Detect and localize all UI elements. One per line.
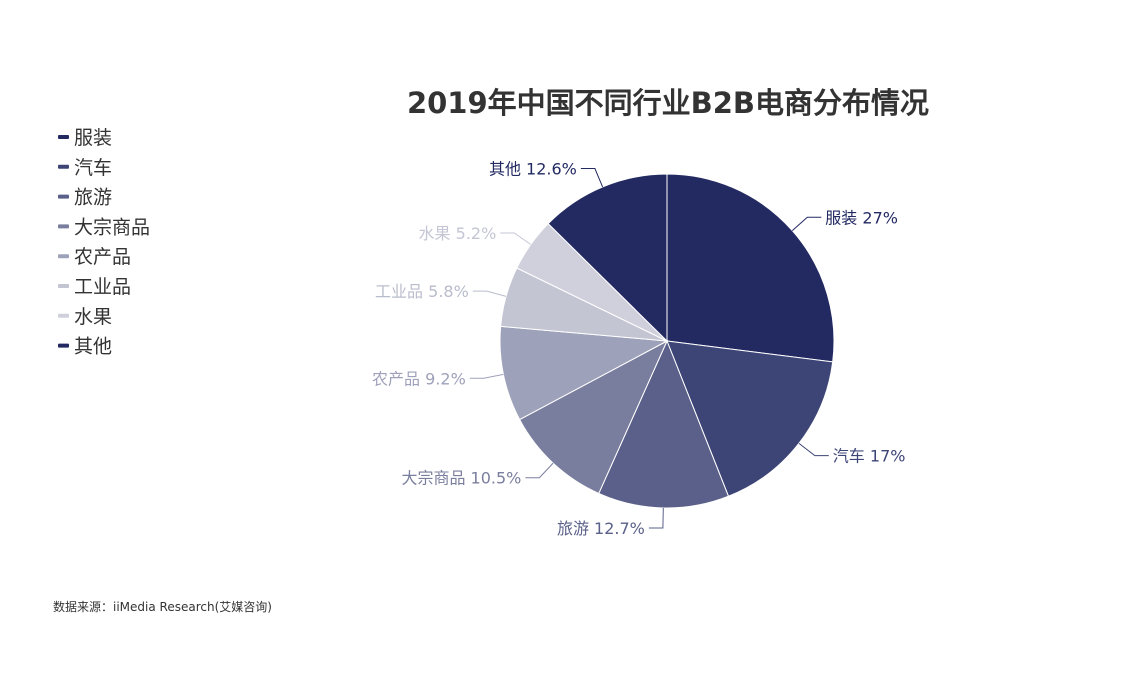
- leader-line: [525, 462, 554, 479]
- legend-item[interactable]: 农产品: [58, 246, 131, 268]
- pie-slices: [499, 173, 835, 509]
- legend-item[interactable]: 汽车: [58, 157, 112, 179]
- slice-label: 汽车 17%: [833, 447, 906, 466]
- legend-item[interactable]: 大宗商品: [58, 216, 150, 238]
- legend-item[interactable]: 服装: [58, 127, 112, 149]
- legend-swatch: [58, 254, 69, 259]
- legend-item[interactable]: 水果: [58, 306, 112, 328]
- legend-item[interactable]: 旅游: [58, 187, 112, 209]
- slice-label: 旅游 12.7%: [557, 519, 645, 538]
- slice-label: 其他 12.6%: [489, 160, 577, 179]
- slice-label: 水果 5.2%: [419, 224, 497, 243]
- legend-label: 服装: [74, 127, 112, 149]
- slice-label: 工业品 5.8%: [375, 282, 469, 301]
- legend-swatch: [58, 164, 69, 169]
- leader-line: [798, 443, 829, 457]
- legend-swatch: [58, 135, 69, 139]
- leader-line: [472, 290, 507, 297]
- leader-line: [580, 168, 604, 188]
- leader-line: [648, 507, 664, 529]
- slice-label: 农产品 9.2%: [372, 369, 466, 388]
- legend-label: 水果: [74, 306, 112, 328]
- pie-slice-农产品[interactable]: [499, 325, 669, 421]
- slice-label: 服装 27%: [825, 208, 898, 227]
- source-note: 数据来源：iiMedia Research(艾媒咨询): [53, 599, 272, 614]
- legend-swatch: [58, 194, 69, 199]
- leader-line: [469, 373, 504, 379]
- pie-slice-其他[interactable]: [547, 173, 668, 343]
- legend-label: 其他: [74, 336, 112, 358]
- legend-swatch: [58, 343, 69, 348]
- legend-swatch: [58, 224, 69, 229]
- legend-item[interactable]: 其他: [58, 336, 112, 358]
- legend-swatch: [58, 313, 69, 318]
- chart-title: 2019年中国不同行业B2B电商分布情况: [407, 86, 929, 120]
- pie-slice-大宗商品[interactable]: [518, 339, 669, 495]
- leader-line: [791, 216, 822, 231]
- legend-label: 汽车: [74, 157, 112, 179]
- legend-item[interactable]: 工业品: [58, 276, 131, 298]
- leader-line: [500, 232, 531, 245]
- pie-slice-汽车[interactable]: [666, 340, 834, 497]
- legend-label: 工业品: [74, 276, 131, 298]
- pie-slice-服装[interactable]: [666, 173, 835, 363]
- legend-label: 旅游: [74, 187, 112, 209]
- pie-slice-旅游[interactable]: [598, 339, 730, 509]
- legend-swatch: [58, 284, 69, 288]
- slice-labels: 服装 27% 汽车 17% 旅游 12.7% 大宗商品 10.5% 农产品 9.2% 工业…: [372, 160, 905, 539]
- slice-label: 大宗商品 10.5%: [401, 469, 521, 488]
- legend-label: 大宗商品: [74, 216, 150, 238]
- legend-label: 农产品: [74, 246, 131, 268]
